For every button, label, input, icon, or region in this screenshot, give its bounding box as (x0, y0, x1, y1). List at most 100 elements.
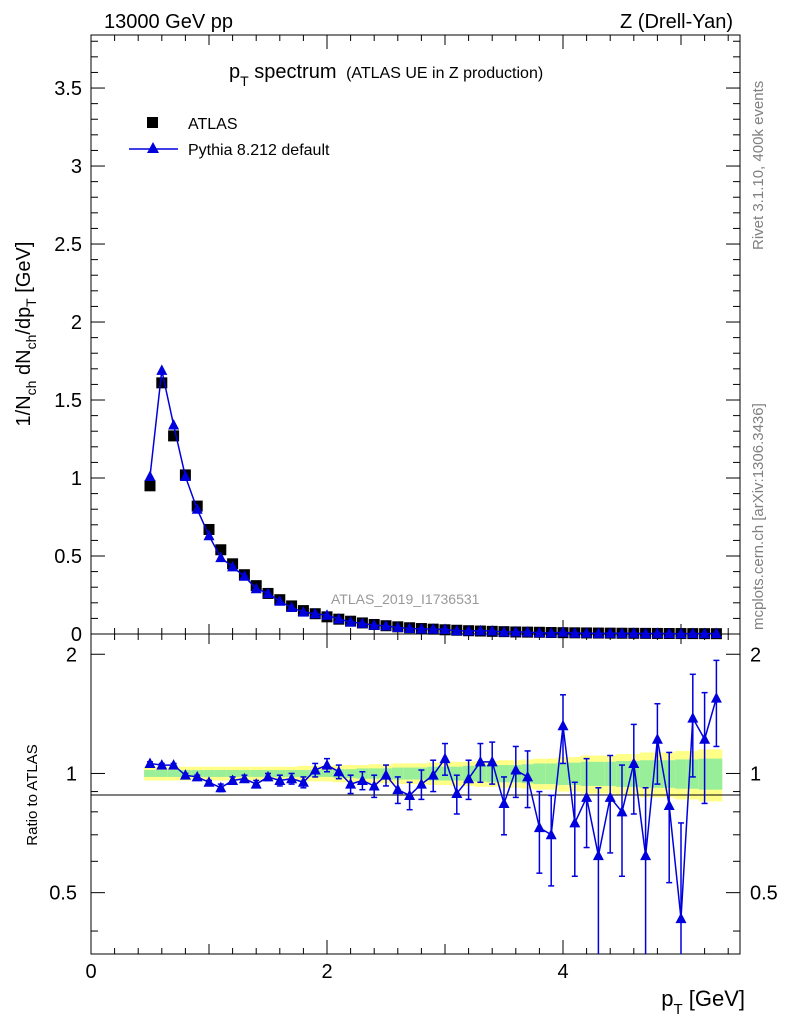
ratio-point (404, 789, 416, 800)
pythia-point (474, 624, 486, 636)
ratio-panel-frame (90, 633, 741, 955)
pythia-point (156, 364, 168, 375)
pythia-point (297, 606, 309, 617)
ratio-point (640, 849, 652, 861)
y-axis-label: 1/Nch dNch/dpT [GeV] (13, 242, 39, 427)
ratio-band-inner (203, 770, 215, 777)
title-word: spectrum (249, 61, 337, 83)
pythia-mc-series (144, 364, 722, 639)
ratio-point (510, 764, 522, 775)
ratio-band-inner (450, 766, 463, 781)
x-tick-label: 2 (321, 961, 332, 983)
ratio-band-inner (533, 763, 546, 785)
pythia-point (498, 626, 510, 637)
pythia-point (250, 582, 262, 594)
pythia-point (628, 627, 640, 638)
ratio-point (356, 774, 368, 785)
ratio-band-inner (250, 770, 263, 777)
pythia-point (368, 619, 380, 630)
chart-title: pT spectrum (ATLAS UE in Z production) (229, 61, 543, 89)
analysis-id-watermark: ATLAS_2019_I1736531 (331, 591, 480, 607)
ratio-y-axis-label: Ratio to ATLAS (24, 744, 41, 845)
ratio-point (392, 783, 404, 795)
ratio-band-inner (214, 770, 227, 777)
legend-pythia-marker (147, 142, 159, 153)
title-p: p (229, 61, 240, 83)
pythia-point (274, 595, 286, 606)
ratio-point (569, 816, 581, 828)
pythia-point (392, 621, 404, 632)
ratio-point (651, 733, 663, 744)
y-tick-label: 2.5 (54, 234, 82, 256)
pythia-point (533, 626, 545, 638)
ratio-band-inner (273, 770, 286, 777)
ratio-point (415, 778, 427, 789)
x-tick-label: 0 (85, 961, 96, 983)
pythia-point (545, 626, 557, 638)
pythia-point (592, 627, 604, 638)
y-tick-label: 1 (71, 468, 82, 490)
ratio-point (427, 769, 439, 780)
pythia-point (333, 613, 345, 624)
pythia-point (238, 570, 250, 581)
pythia-point (215, 551, 227, 563)
pythia-point (179, 470, 191, 481)
ratio-point (274, 774, 286, 785)
ratio-band-inner (391, 767, 404, 780)
ratio-point (321, 759, 333, 770)
y-tick-label: 0.5 (54, 546, 82, 568)
ratio-tick-label-right: 2 (750, 644, 761, 666)
pythia-point (309, 607, 321, 619)
pythia-point (699, 627, 711, 639)
atlas-data-point (215, 544, 227, 556)
pythia-point (663, 627, 675, 639)
legend-atlas-label: ATLAS (188, 116, 238, 133)
pythia-point (356, 617, 368, 628)
ratio-band-inner (344, 769, 357, 778)
atlas-data-point (156, 377, 168, 389)
ratio-tick-label-right: 0.5 (750, 883, 778, 905)
pythia-point (415, 622, 427, 634)
atlas-data-point (144, 480, 156, 492)
pythia-point (345, 615, 357, 627)
rivet-version-label: Rivet 3.1.10, 400k events (750, 81, 767, 250)
ratio-point (522, 770, 534, 782)
ratio-band-inner (144, 770, 156, 777)
pythia-point (404, 622, 416, 634)
ratio-point (286, 772, 298, 784)
pythia-point (463, 624, 475, 636)
ratio-point (156, 759, 168, 770)
pythia-point (687, 627, 699, 638)
ratio-band-inner (321, 770, 333, 777)
pythia-point (651, 627, 663, 638)
ratio-point (250, 778, 262, 789)
pythia-point (604, 627, 616, 638)
ratio-point (663, 799, 675, 811)
ratio-band-inner (403, 767, 416, 780)
pythia-point (203, 529, 215, 541)
x-tick-label: 4 (557, 961, 568, 983)
pythia-point (380, 619, 392, 631)
pythia-point (486, 625, 498, 636)
y-tick-label: 3.5 (54, 78, 82, 100)
pythia-point (710, 627, 722, 638)
ratio-point (451, 787, 463, 798)
ratio-point (710, 692, 722, 703)
pythia-point (451, 624, 463, 636)
ratio-point (238, 772, 250, 784)
ratio-band-inner (710, 758, 723, 790)
ratio-point (699, 733, 711, 744)
mcplots-reference-label: mcplots.cern.ch [arXiv:1306.3436] (750, 403, 767, 630)
ratio-point (592, 849, 604, 861)
pythia-point (168, 418, 180, 430)
energy-label: 13000 GeV pp (104, 11, 233, 33)
ratio-point (604, 791, 616, 802)
ratio-point (333, 765, 345, 777)
ratio-band-inner (557, 762, 569, 786)
pythia-point (262, 587, 274, 598)
pythia-point (321, 609, 333, 620)
ratio-point (191, 770, 203, 782)
legend: ATLAS Pythia 8.212 default (129, 116, 330, 159)
